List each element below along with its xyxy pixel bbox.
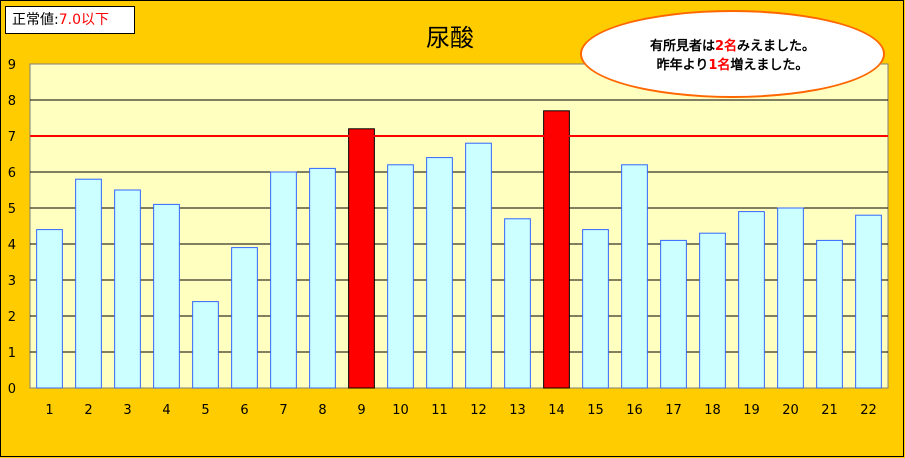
x-tick-label: 17 <box>665 403 682 418</box>
x-tick-label: 11 <box>431 403 448 418</box>
x-tick-label: 5 <box>201 403 209 418</box>
y-tick-label: 9 <box>8 58 16 73</box>
x-tick-label: 22 <box>860 403 877 418</box>
x-tick-label: 2 <box>84 403 92 418</box>
findings-callout: 有所見者は2名みえました。 昨年より1名増えました。 <box>580 10 885 98</box>
callout-line1-b: みえました。 <box>737 39 816 54</box>
x-tick-label: 18 <box>704 403 721 418</box>
bar-20 <box>777 207 804 389</box>
x-tick-label: 6 <box>240 403 248 418</box>
bar-19 <box>738 211 765 389</box>
bar-11 <box>426 157 453 389</box>
normal-value: 7.0以下 <box>58 12 109 28</box>
bar-17 <box>660 239 687 389</box>
x-tick-label: 1 <box>45 403 53 418</box>
bar-8 <box>309 167 336 389</box>
y-tick-label: 6 <box>8 166 16 181</box>
bar-1 <box>36 229 63 389</box>
bar-4 <box>153 203 180 389</box>
x-tick-label: 10 <box>392 403 409 418</box>
y-tick-label: 7 <box>8 130 16 145</box>
x-tick-label: 14 <box>548 403 565 418</box>
callout-line2-b: 増えました。 <box>730 58 809 73</box>
bar-15 <box>582 229 609 389</box>
y-tick-label: 1 <box>8 346 16 361</box>
normal-value-note: 正常値:7.0以下 <box>5 6 135 34</box>
x-tick-label: 8 <box>318 403 326 418</box>
y-tick-label: 3 <box>8 274 16 289</box>
x-tick-label: 9 <box>357 403 365 418</box>
x-tick-label: 21 <box>821 403 838 418</box>
x-tick-label: 15 <box>587 403 604 418</box>
x-tick-label: 12 <box>470 403 487 418</box>
normal-value-label: 正常値: <box>12 12 59 28</box>
x-tick-label: 7 <box>279 403 287 418</box>
bar-21 <box>816 239 843 389</box>
x-tick-label: 13 <box>509 403 526 418</box>
callout-line2-a: 昨年より <box>656 58 709 73</box>
bar-3 <box>114 189 141 389</box>
bar-5 <box>192 301 219 389</box>
callout-line2-num: 1名 <box>708 58 731 73</box>
callout-line1-num: 2名 <box>714 39 738 54</box>
bar-16 <box>621 164 648 389</box>
bar-2 <box>75 178 102 389</box>
bar-18 <box>699 232 726 389</box>
x-tick-label: 16 <box>626 403 643 418</box>
bar-12 <box>465 142 492 389</box>
bar-22 <box>855 214 882 389</box>
x-tick-label: 4 <box>162 403 170 418</box>
bar-7 <box>270 171 297 389</box>
callout-line-2: 昨年より1名増えました。 <box>582 56 883 75</box>
bar-layer <box>36 110 882 389</box>
x-tick-label: 3 <box>123 403 131 418</box>
bar-9 <box>348 128 375 389</box>
y-tick-label: 5 <box>8 202 16 217</box>
bar-6 <box>231 247 258 389</box>
y-tick-layer: 0 1 2 3 4 5 6 7 8 9 <box>8 58 16 397</box>
x-tick-label: 19 <box>743 403 760 418</box>
y-tick-label: 8 <box>8 94 16 109</box>
y-tick-label: 2 <box>8 310 16 325</box>
callout-line-1: 有所見者は2名みえました。 <box>582 37 883 56</box>
x-tick-label: 20 <box>782 403 799 418</box>
bar-13 <box>504 218 531 389</box>
bar-10 <box>387 164 414 389</box>
x-tick-layer: 1 2 3 4 5 6 7 8 9 10 11 12 13 14 15 16 17 18 19 20 21 22 <box>45 403 876 418</box>
y-tick-label: 4 <box>8 238 16 253</box>
chart-title: 尿酸 <box>426 24 474 52</box>
callout-line1-a: 有所見者は <box>649 39 715 54</box>
bar-14 <box>543 110 570 389</box>
y-tick-label: 0 <box>8 382 16 397</box>
